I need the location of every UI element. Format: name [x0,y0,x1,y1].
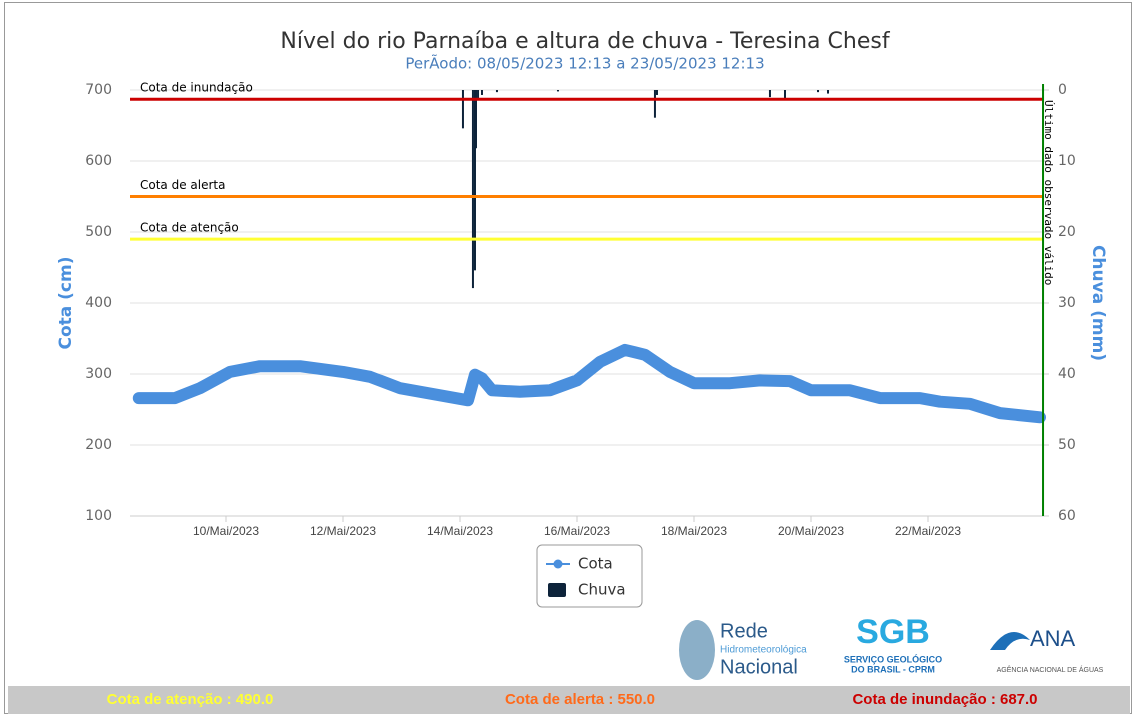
y-tick-label: 700 [85,82,112,98]
y2-axis-label: Chuva (mm) [1088,245,1108,361]
legend-swatch [548,583,566,597]
x-tick-label: 10/Mai/2023 [193,524,259,538]
cota-line [132,343,1046,424]
rain-bar [475,90,478,149]
rain-bar [480,90,483,95]
footer-text: Cota de alerta : 550.0 [505,691,655,708]
chart-title: Nível do rio Parnaíba e altura de chuva … [280,29,890,54]
annotation: Último dado observado válido [1042,100,1055,285]
x-tick-label: 14/Mai/2023 [427,524,493,538]
logo-sgb: SGB SERVIÇO GEOLÓGICO DO BRASIL - CPRM [844,613,942,674]
legend-label: Cota [578,555,613,573]
rain-bar [495,90,498,93]
logo-text: ANA [1030,626,1076,651]
logo-text: Rede [720,620,768,642]
logo-text: SGB [856,613,930,651]
logo-rede: Rede Hidrometeorológica Nacional [679,620,807,680]
rain-bar [817,90,820,93]
rain-bar [461,90,464,129]
y-axis-label: Cota (cm) [56,256,76,349]
logo-text: Hidrometeorológica [720,645,807,656]
y-tick-label: 500 [85,224,112,240]
rain-bar [477,90,480,100]
y2-tick-label: 50 [1058,437,1076,453]
y2-tick-label: 60 [1058,508,1076,524]
logo-ana: ANA AGÊNCIA NACIONAL DE ÁGUAS [990,626,1104,674]
rain-bar [768,90,771,98]
x-tick-label: 16/Mai/2023 [544,524,610,538]
footer-text: Cota de inundação : 687.0 [852,691,1037,708]
logo-shape [679,620,715,680]
footer-text: Cota de atenção : 490.0 [107,691,274,708]
y-tick-label: 200 [85,437,112,453]
logo-text: Nacional [720,656,798,678]
threshold-label: Cota de alerta [140,178,225,192]
logo-shape [990,632,1030,650]
footer-bar [8,686,1130,714]
x-tick-label: 18/Mai/2023 [661,524,727,538]
x-tick-label: 20/Mai/2023 [778,524,844,538]
y-tick-label: 100 [85,508,112,524]
threshold-label: Cota de inundação [140,81,253,95]
rain-bar [556,90,559,92]
logo-text: DO BRASIL - CPRM [851,664,935,674]
y-tick-label: 300 [85,366,112,382]
rain-bar [653,90,656,118]
x-tick-label: 22/Mai/2023 [895,524,961,538]
legend-label: Chuva [578,581,626,599]
y-tick-label: 400 [85,295,112,311]
y2-tick-label: 10 [1058,153,1076,169]
rain-bar [473,90,476,271]
chart-subtitle: PerÃodo: 08/05/2023 12:13 a 23/05/2023 1… [405,54,764,73]
rain-bar [827,90,830,94]
legend-swatch [553,559,563,569]
rain-bar [783,90,786,100]
rain-bar [471,90,474,289]
y-tick-label: 600 [85,153,112,169]
logo-text: AGÊNCIA NACIONAL DE ÁGUAS [997,665,1104,674]
x-tick-label: 12/Mai/2023 [310,524,376,538]
rain-bar [655,90,658,95]
threshold-label: Cota de atenção [140,221,239,235]
logo-text: SERVIÇO GEOLÓGICO [844,653,942,664]
y2-tick-label: 0 [1058,82,1067,98]
y2-tick-label: 20 [1058,224,1076,240]
y2-tick-label: 40 [1058,366,1076,382]
y2-tick-label: 30 [1058,295,1076,311]
